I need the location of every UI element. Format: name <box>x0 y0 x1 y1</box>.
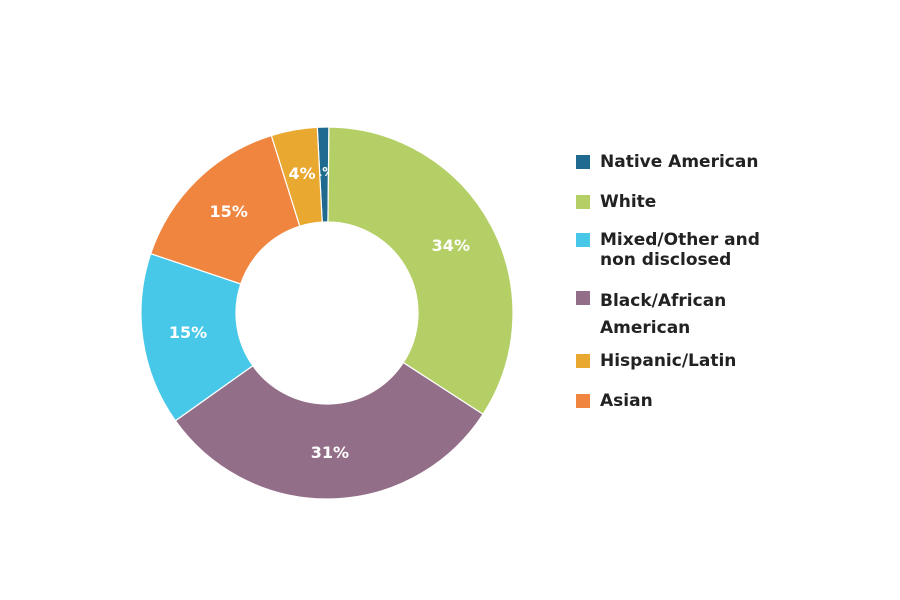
legend-label: Native American <box>600 152 759 172</box>
slice <box>327 126 514 416</box>
legend-swatch <box>576 155 590 169</box>
data-label: 31% <box>311 443 349 462</box>
data-label: 15% <box>210 202 248 221</box>
legend-entry: Asian <box>576 391 776 411</box>
legend-entry: Black/African American <box>576 288 776 342</box>
legend-swatch <box>576 394 590 408</box>
legend-label: Asian <box>600 391 653 411</box>
legend-entry: Native American <box>576 152 776 172</box>
slice <box>149 134 301 285</box>
legend-label: Mixed/Other and non disclosed <box>600 230 760 270</box>
legend-entry: Hispanic/Latin <box>576 351 776 371</box>
legend-swatch <box>576 195 590 209</box>
legend-entry: White <box>576 192 776 212</box>
legend-swatch <box>576 354 590 368</box>
legend-label: Black/African American <box>600 291 727 338</box>
slice <box>140 252 254 422</box>
legend-entry: Mixed/Other and non disclosed <box>576 230 776 270</box>
legend-swatch <box>576 291 590 305</box>
data-label: 15% <box>169 323 207 342</box>
slice <box>270 126 323 227</box>
legend-swatch <box>576 233 590 247</box>
data-label: 4% <box>289 164 316 183</box>
legend-label: Hispanic/Latin <box>600 351 737 371</box>
slice <box>174 361 484 500</box>
data-label: 34% <box>432 236 470 255</box>
legend-label: White <box>600 192 657 212</box>
